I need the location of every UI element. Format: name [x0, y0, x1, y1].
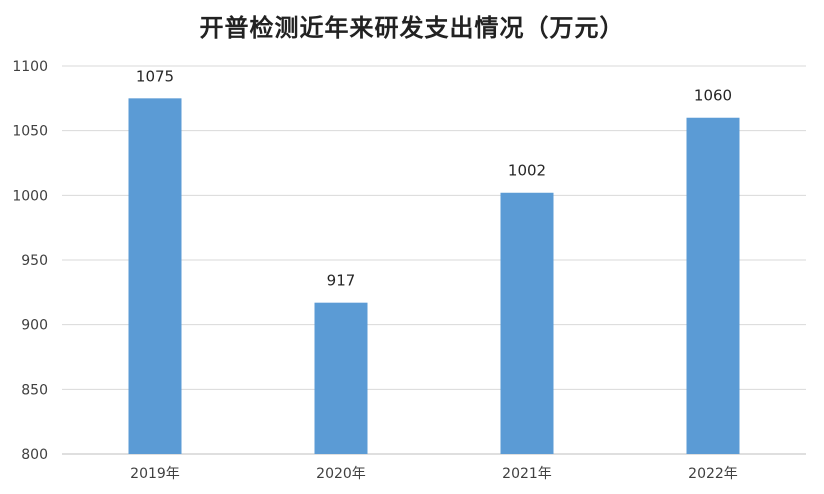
y-tick-label: 1100	[12, 59, 48, 75]
x-tick-label: 2021年	[502, 466, 552, 482]
data-label: 1002	[508, 162, 546, 180]
x-tick-label: 2022年	[688, 466, 738, 482]
bar	[500, 192, 554, 454]
data-label: 1060	[694, 87, 732, 105]
y-axis-tick-labels: 800 850 900 950 1000 1050 1100	[12, 59, 48, 463]
bar	[128, 98, 182, 454]
x-axis-tick-labels: 2019年 2020年 2021年 2022年	[130, 466, 738, 482]
bar	[314, 302, 368, 454]
x-tick-label: 2020年	[316, 466, 366, 482]
chart-title: 开普检测近年来研发支出情况（万元）	[199, 13, 625, 42]
y-tick-label: 850	[21, 382, 48, 398]
y-tick-label: 1000	[12, 188, 48, 204]
y-tick-label: 800	[21, 447, 48, 463]
y-tick-label: 1050	[12, 124, 48, 140]
gridlines	[62, 65, 806, 455]
bar	[686, 117, 740, 454]
data-labels: 1075 917 1002 1060	[136, 67, 732, 289]
y-tick-label: 900	[21, 318, 48, 334]
x-tick-label: 2019年	[130, 466, 180, 482]
bars	[128, 98, 740, 454]
y-tick-label: 950	[21, 253, 48, 269]
data-label: 917	[327, 272, 356, 290]
data-label: 1075	[136, 67, 174, 85]
